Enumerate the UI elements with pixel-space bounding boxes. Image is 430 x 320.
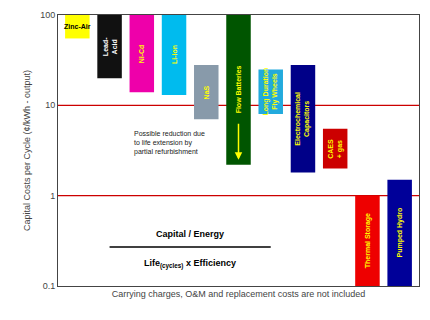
svg-text:Li-ion: Li-ion (171, 45, 178, 64)
svg-text:Possible reduction dueto life: Possible reduction dueto life extension … (134, 130, 205, 156)
svg-text:Flow Batteries: Flow Batteries (235, 65, 242, 113)
svg-text:Capital / Energy: Capital / Energy (156, 229, 224, 239)
svg-text:Thermal Storage: Thermal Storage (364, 213, 372, 268)
svg-text:ElectrochemicalCapacitors: ElectrochemicalCapacitors (294, 92, 311, 146)
svg-text:Ni-Cd: Ni-Cd (138, 45, 145, 64)
svg-text:NaS: NaS (203, 85, 210, 99)
svg-text:Carrying charges, O&M and repl: Carrying charges, O&M and replacement co… (112, 289, 366, 299)
svg-text:Life​(cycles)​ x Efficiency: Life​(cycles)​ x Efficiency (144, 258, 236, 270)
svg-text:Capital Costs per Cycle (¢/kWh: Capital Costs per Cycle (¢/kWh - output) (22, 70, 32, 231)
svg-text:CAES+ gas: CAES+ gas (327, 139, 344, 159)
svg-text:Long DurationFly Wheels: Long DurationFly Wheels (262, 68, 279, 116)
svg-text:1: 1 (50, 191, 55, 201)
svg-text:Zinc-Air: Zinc-Air (64, 23, 91, 30)
svg-text:100: 100 (40, 10, 55, 20)
svg-text:Pumped Hydro: Pumped Hydro (396, 208, 404, 258)
svg-text:10: 10 (45, 100, 55, 110)
svg-text:0.1: 0.1 (43, 281, 56, 291)
svg-text:Lead-Acid: Lead-Acid (102, 37, 118, 56)
